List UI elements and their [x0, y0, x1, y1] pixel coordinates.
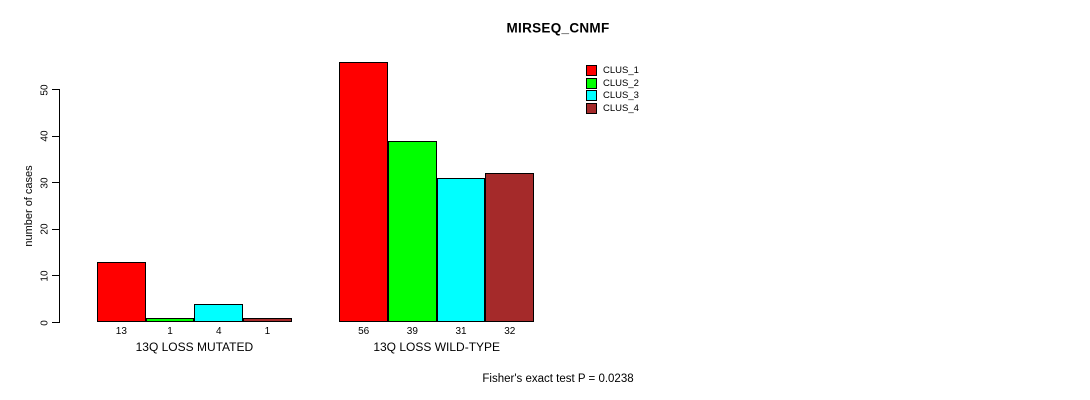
bar-value-label: 1: [264, 326, 271, 337]
legend-label: CLUS_2: [603, 77, 639, 89]
bar-clus_3: [436, 178, 486, 323]
y-tick-label: 20: [39, 223, 51, 235]
legend-swatch-clus_2: [586, 77, 597, 89]
bar-clus_4: [243, 317, 292, 323]
legend-item: CLUS_2: [586, 77, 639, 89]
bar-clus_3: [194, 303, 244, 323]
legend-swatch-clus_1: [586, 65, 597, 76]
legend-label: CLUS_4: [603, 103, 639, 115]
bar-value-label: 39: [406, 326, 418, 337]
bar-value-label: 31: [455, 326, 467, 337]
y-tick-mark: [52, 322, 60, 323]
bar-value-label: 1: [167, 326, 173, 337]
bar-value-label: 56: [358, 326, 370, 337]
y-tick-mark: [52, 135, 60, 137]
y-axis: [59, 89, 60, 323]
bar-clus_2: [145, 317, 195, 323]
y-tick-label: 40: [39, 130, 51, 142]
legend-item: CLUS_4: [586, 103, 639, 115]
bar-clus_4: [485, 173, 535, 323]
y-tick-mark: [52, 182, 60, 184]
annotation-fisher-test: Fisher's exact test P = 0.0238: [482, 373, 634, 385]
y-tick-label: 30: [39, 177, 51, 189]
legend-label: CLUS_3: [603, 90, 639, 102]
y-tick-label: 0: [39, 319, 51, 326]
y-tick-mark: [52, 228, 60, 230]
y-axis-label: number of cases: [23, 165, 35, 247]
y-tick-label: 10: [39, 270, 51, 282]
bar-clus_1: [97, 261, 146, 323]
bar-clus_2: [388, 140, 437, 323]
chart-title: MIRSEQ_CNMF: [506, 20, 610, 36]
legend-label: CLUS_1: [603, 65, 639, 76]
legend-item: CLUS_3: [586, 90, 639, 102]
group-label: 13Q LOSS WILD-TYPE: [373, 340, 501, 354]
legend-item: CLUS_1: [586, 65, 639, 76]
y-tick-label: 50: [39, 83, 51, 96]
legend-swatch-clus_3: [586, 90, 597, 102]
bar-value-label: 32: [504, 326, 516, 337]
group-label: 13Q LOSS MUTATED: [135, 340, 254, 354]
legend-swatch-clus_4: [586, 103, 597, 115]
bar-value-label: 13: [115, 326, 127, 337]
bar-clus_1: [339, 61, 388, 323]
bar-value-label: 4: [215, 326, 222, 337]
y-tick-mark: [52, 89, 60, 90]
y-tick-mark: [52, 275, 60, 277]
